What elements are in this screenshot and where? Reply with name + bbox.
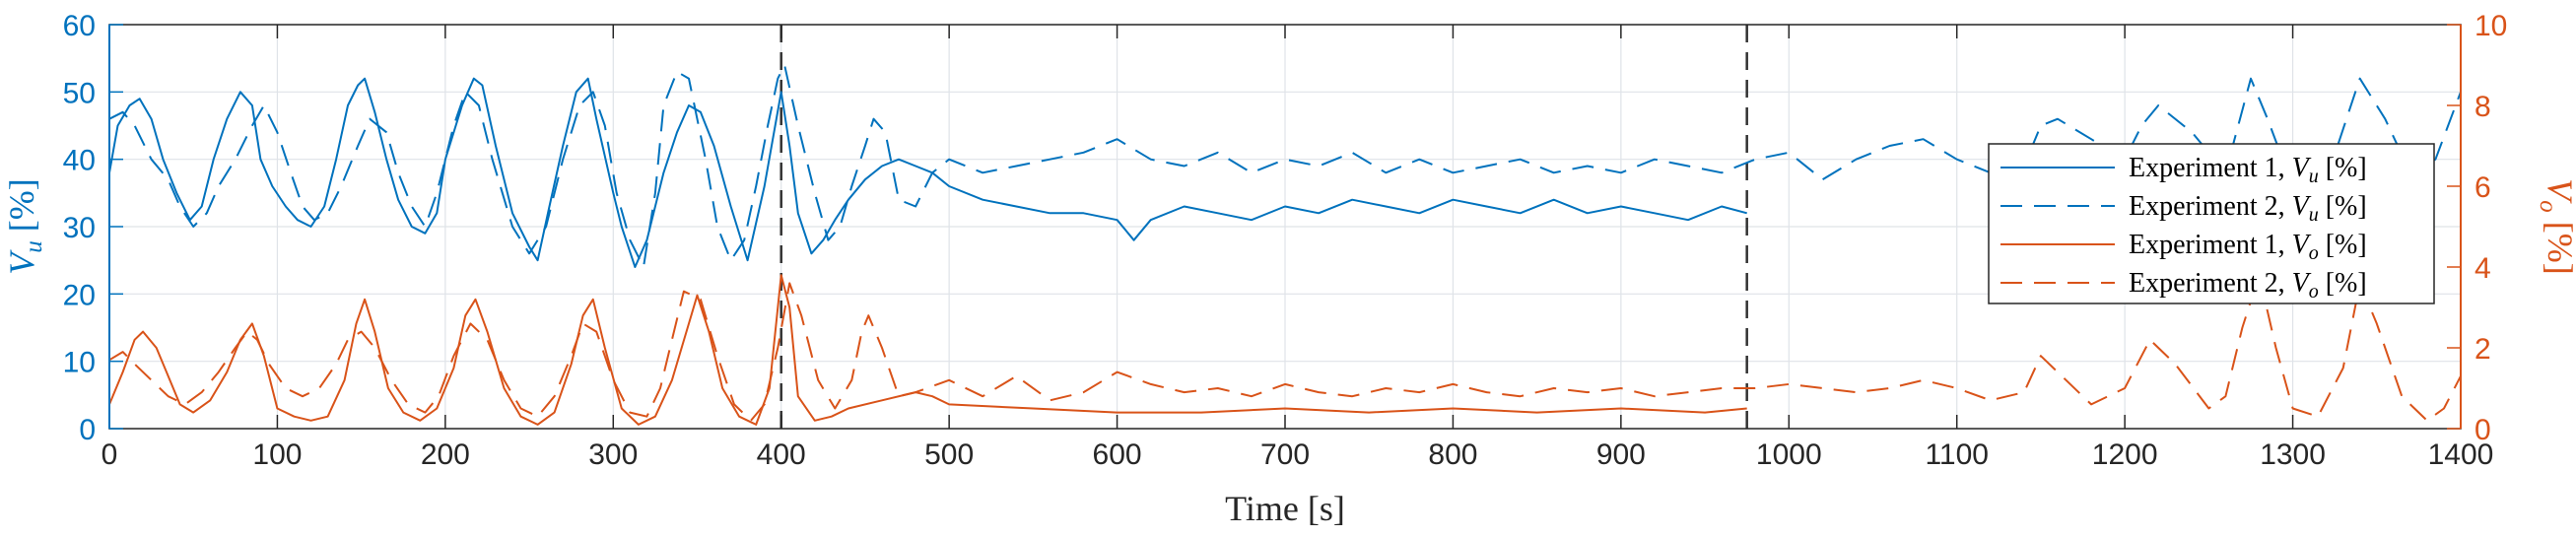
y-left-tick-label: 30	[63, 212, 96, 244]
legend-label-3: Experiment 1, Vo [%]	[2129, 230, 2367, 264]
x-tick-label: 1000	[1756, 438, 1822, 471]
x-axis-label: Time [s]	[1225, 489, 1345, 528]
series-line-3	[108, 274, 1747, 426]
y-axis-label-right-main: V	[2541, 178, 2576, 204]
legend-label-1: Experiment 1, Vu [%]	[2129, 153, 2367, 187]
x-tick-label: 500	[924, 438, 974, 471]
y-left-tick-label: 40	[63, 145, 96, 177]
y-axis-label-right: Vo [%]	[2535, 178, 2576, 274]
y-left-tick-label: 50	[63, 77, 96, 109]
x-tick-label: 400	[757, 438, 806, 471]
y-axis-label-right-sub: o	[2535, 200, 2561, 213]
y-axis-label-right-unit: [%]	[2541, 213, 2576, 275]
legend-label-prefix: Experiment 1,	[2129, 153, 2292, 183]
legend-label-sub: u	[2309, 166, 2319, 187]
series-layer	[108, 64, 2462, 426]
y-left-tick-label: 0	[79, 414, 96, 446]
legend-label-main: V	[2292, 268, 2312, 299]
x-tick-label: 600	[1093, 438, 1142, 471]
x-tick-label: 900	[1596, 438, 1646, 471]
legend-label-unit: [%]	[2319, 230, 2367, 260]
legend-label-sub: o	[2309, 281, 2319, 303]
x-tick-label: 1100	[1925, 438, 1989, 471]
x-tick-label: 1300	[2260, 438, 2326, 471]
y-left-tick-label: 20	[63, 279, 96, 311]
y-axis-label-left: Vu [%]	[2, 178, 47, 274]
x-tick-label: 1400	[2428, 438, 2494, 471]
x-tick-label: 1200	[2092, 438, 2158, 471]
legend-label-unit: [%]	[2319, 191, 2367, 222]
legend-label-prefix: Experiment 2,	[2129, 191, 2292, 222]
x-tick-label: 700	[1260, 438, 1310, 471]
y-left-tick-label: 60	[63, 10, 96, 42]
y-left-tick-label: 10	[63, 347, 96, 379]
legend-label-unit: [%]	[2319, 268, 2367, 299]
legend-label-main: V	[2292, 153, 2312, 183]
y-right-tick-label: 10	[2474, 10, 2507, 42]
legend-box	[1988, 143, 2435, 304]
legend-label-prefix: Experiment 2,	[2129, 268, 2292, 299]
legend-label-sub: u	[2309, 204, 2319, 226]
legend-label-unit: [%]	[2319, 153, 2367, 183]
y-right-tick-label: 2	[2474, 333, 2491, 366]
x-tick-label: 200	[421, 438, 470, 471]
x-tick-label: 300	[588, 438, 638, 471]
y-axis-label-left-unit: [%]	[2, 178, 41, 240]
y-right-tick-label: 4	[2474, 252, 2491, 285]
legend-label-2: Experiment 2, Vu [%]	[2129, 191, 2367, 226]
x-tick-label: 0	[102, 438, 118, 471]
y-axis-label-left-sub: u	[21, 240, 47, 253]
x-tick-label: 100	[252, 438, 302, 471]
legend-label-prefix: Experiment 1,	[2129, 230, 2292, 260]
y-right-tick-label: 6	[2474, 171, 2491, 204]
ticks: 0 100 200 300 400 500 600 700 800 900 1000 1100 1200…	[63, 10, 2508, 471]
y-axis-label-left-main: V	[2, 249, 41, 275]
legend: Experiment 1, Vu [%]Experiment 2, Vu [%]…	[1988, 143, 2435, 304]
series-line-2	[108, 64, 2462, 268]
y-right-tick-label: 0	[2474, 414, 2491, 446]
legend-label-main: V	[2292, 230, 2312, 260]
legend-label-main: V	[2292, 191, 2312, 222]
legend-label-4: Experiment 2, Vo [%]	[2129, 268, 2367, 303]
y-right-tick-label: 8	[2474, 91, 2491, 123]
x-tick-label: 800	[1428, 438, 1477, 471]
legend-label-sub: o	[2309, 242, 2319, 264]
series-line-1	[108, 77, 1747, 268]
